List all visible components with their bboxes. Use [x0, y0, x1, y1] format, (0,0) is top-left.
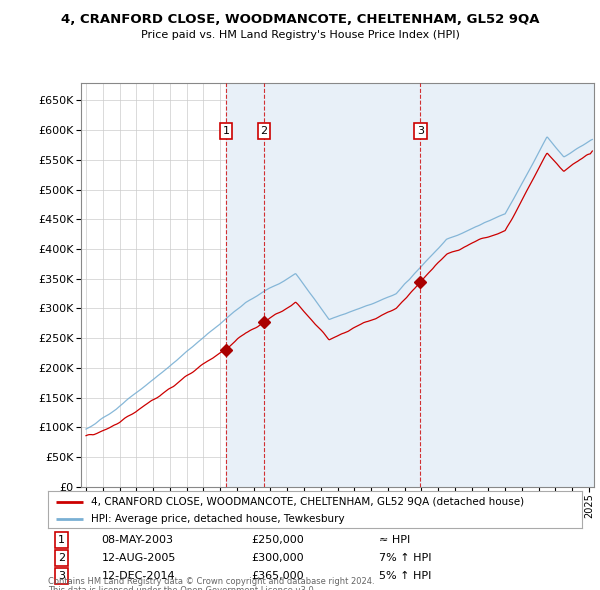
Text: 3: 3 — [58, 571, 65, 581]
Text: HPI: Average price, detached house, Tewkesbury: HPI: Average price, detached house, Tewk… — [91, 514, 344, 524]
Text: This data is licensed under the Open Government Licence v3.0.: This data is licensed under the Open Gov… — [48, 586, 316, 590]
Text: £250,000: £250,000 — [251, 535, 304, 545]
Bar — [264, 83, 421, 487]
Text: 1: 1 — [223, 126, 230, 136]
Text: 2: 2 — [260, 126, 268, 136]
Bar — [226, 83, 264, 487]
Text: 7% ↑ HPI: 7% ↑ HPI — [379, 553, 431, 563]
Text: Contains HM Land Registry data © Crown copyright and database right 2024.: Contains HM Land Registry data © Crown c… — [48, 578, 374, 586]
Text: Price paid vs. HM Land Registry's House Price Index (HPI): Price paid vs. HM Land Registry's House … — [140, 30, 460, 40]
Text: 08-MAY-2003: 08-MAY-2003 — [101, 535, 173, 545]
Text: 2: 2 — [58, 553, 65, 563]
Text: 1: 1 — [58, 535, 65, 545]
Text: 4, CRANFORD CLOSE, WOODMANCOTE, CHELTENHAM, GL52 9QA (detached house): 4, CRANFORD CLOSE, WOODMANCOTE, CHELTENH… — [91, 497, 524, 507]
Text: £365,000: £365,000 — [251, 571, 304, 581]
Bar — [421, 83, 594, 487]
Text: 12-DEC-2014: 12-DEC-2014 — [101, 571, 175, 581]
Text: 4, CRANFORD CLOSE, WOODMANCOTE, CHELTENHAM, GL52 9QA: 4, CRANFORD CLOSE, WOODMANCOTE, CHELTENH… — [61, 13, 539, 26]
Text: £300,000: £300,000 — [251, 553, 304, 563]
Text: ≈ HPI: ≈ HPI — [379, 535, 410, 545]
Text: 12-AUG-2005: 12-AUG-2005 — [101, 553, 176, 563]
Text: 5% ↑ HPI: 5% ↑ HPI — [379, 571, 431, 581]
Text: 3: 3 — [417, 126, 424, 136]
